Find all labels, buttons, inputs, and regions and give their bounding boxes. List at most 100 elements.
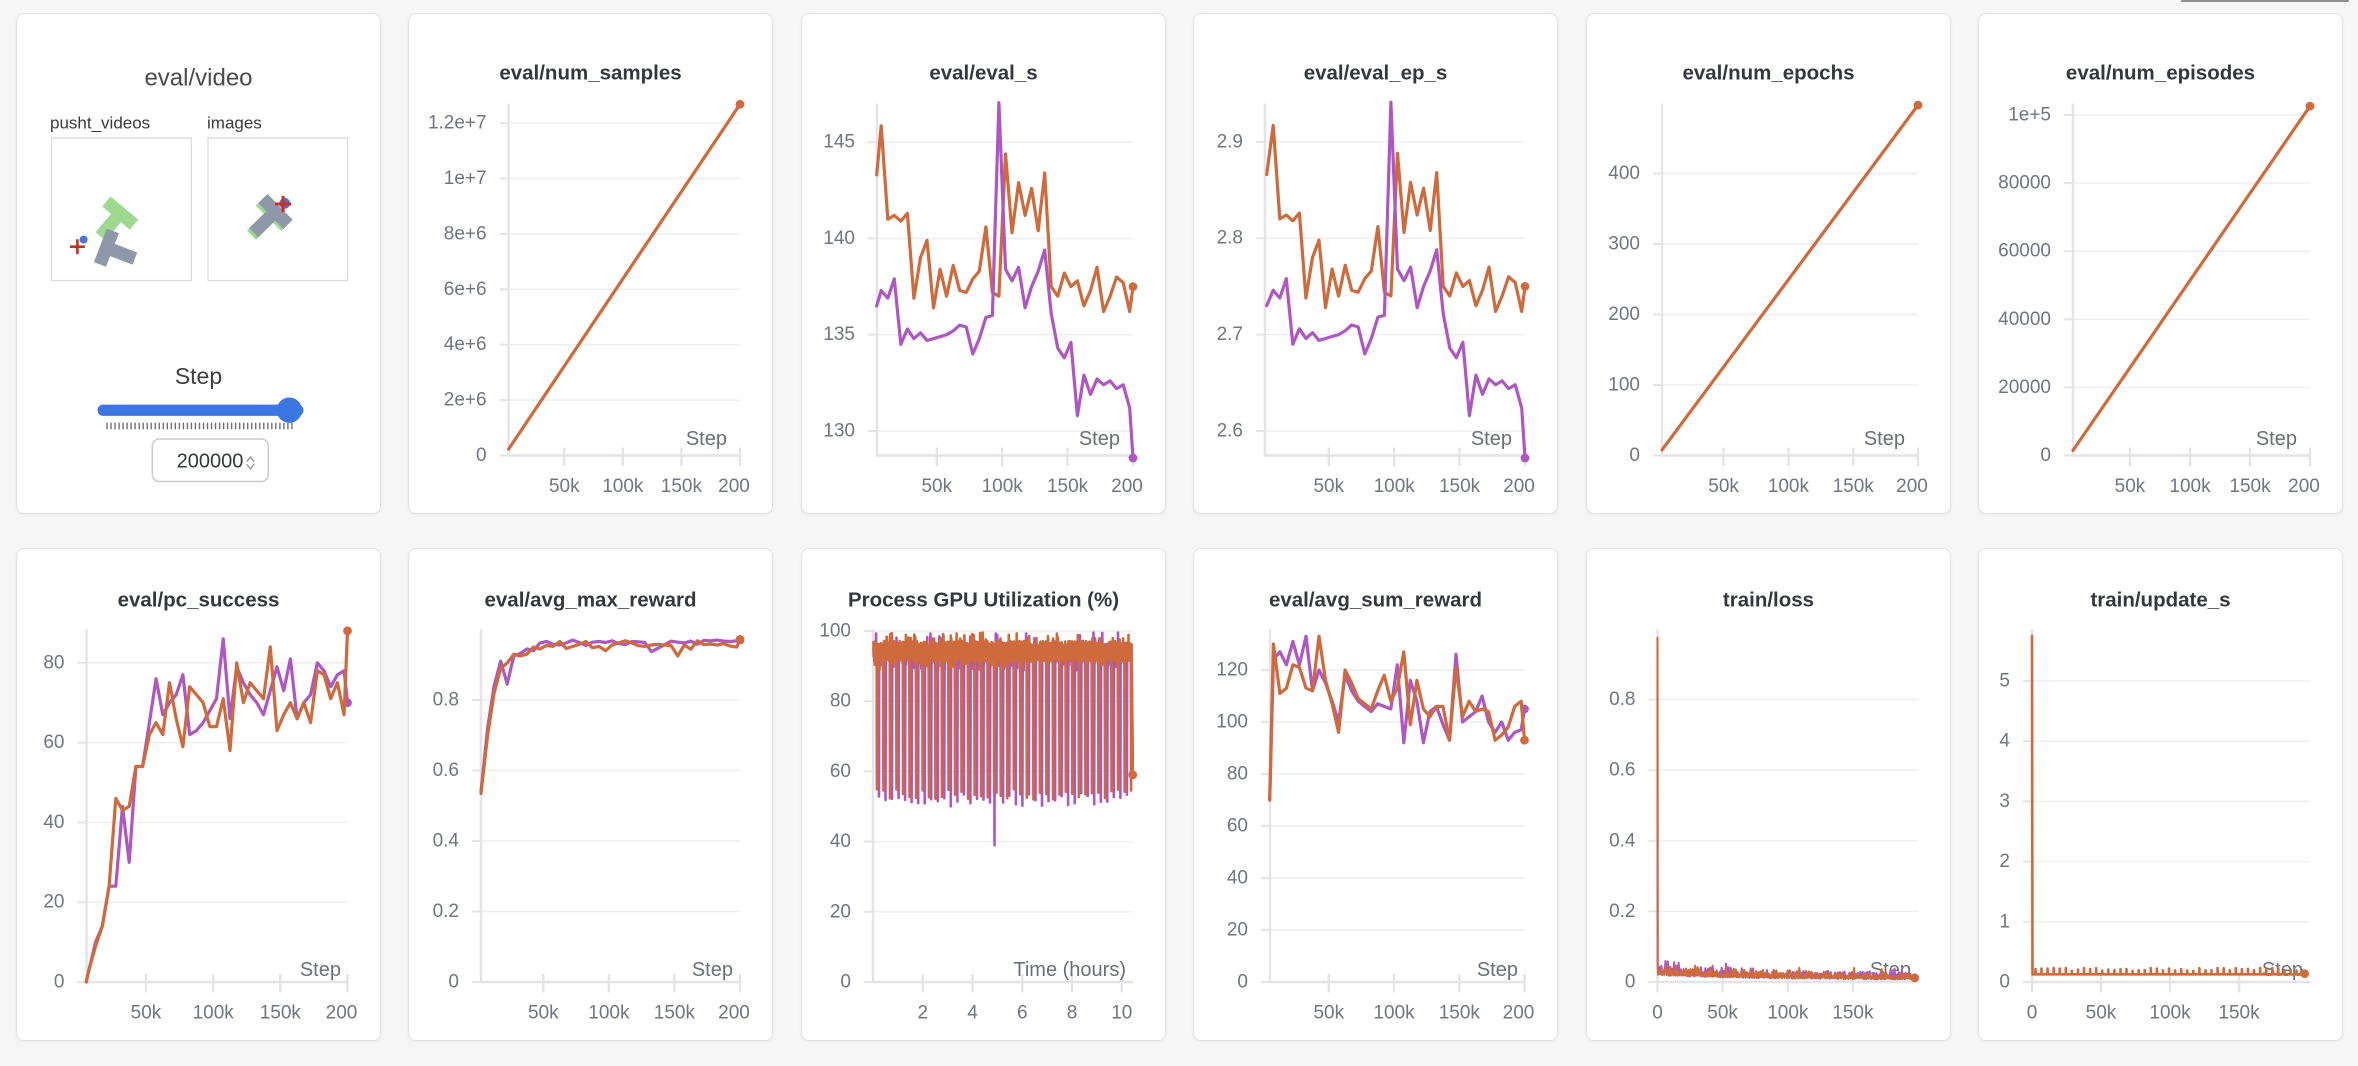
svg-text:0: 0	[1629, 445, 1640, 466]
svg-text:Step: Step	[2256, 428, 2297, 450]
svg-text:Step: Step	[1471, 428, 1512, 450]
svg-text:200: 200	[326, 1003, 358, 1024]
svg-text:0.8: 0.8	[433, 690, 459, 711]
svg-text:2: 2	[1999, 851, 2010, 872]
svg-text:3: 3	[1999, 791, 2010, 812]
svg-text:50k: 50k	[921, 476, 952, 497]
svg-text:0.2: 0.2	[433, 901, 459, 922]
svg-text:eval/num_epochs: eval/num_epochs	[1682, 62, 1854, 85]
svg-text:20: 20	[1227, 920, 1248, 941]
svg-text:0: 0	[448, 972, 459, 993]
svg-text:100k: 100k	[1373, 1003, 1415, 1024]
svg-text:1: 1	[1999, 911, 2010, 932]
svg-text:6e+6: 6e+6	[444, 279, 487, 300]
svg-text:40000: 40000	[1998, 309, 2051, 330]
svg-text:Step: Step	[692, 959, 733, 981]
svg-text:1e+7: 1e+7	[444, 168, 487, 189]
svg-text:100k: 100k	[2149, 1003, 2191, 1024]
svg-text:eval/avg_max_reward: eval/avg_max_reward	[485, 589, 697, 612]
svg-text:pusht_videos: pusht_videos	[50, 114, 150, 133]
svg-text:20: 20	[830, 901, 851, 922]
svg-text:200: 200	[1896, 476, 1928, 497]
svg-text:0: 0	[476, 445, 487, 466]
svg-text:0: 0	[2040, 445, 2051, 466]
svg-text:20000: 20000	[1998, 377, 2051, 398]
svg-text:4: 4	[967, 1003, 978, 1024]
svg-text:10: 10	[1111, 1003, 1132, 1024]
svg-text:50k: 50k	[1313, 1003, 1344, 1024]
svg-text:60: 60	[1227, 816, 1248, 837]
svg-text:150k: 150k	[1833, 476, 1875, 497]
svg-text:eval/avg_sum_reward: eval/avg_sum_reward	[1269, 589, 1482, 612]
svg-text:eval/num_episodes: eval/num_episodes	[2066, 62, 2255, 85]
svg-text:0.8: 0.8	[1609, 689, 1635, 710]
svg-text:2: 2	[918, 1003, 929, 1024]
svg-text:100k: 100k	[193, 1003, 235, 1024]
svg-text:150k: 150k	[1439, 1003, 1481, 1024]
svg-text:4: 4	[1999, 731, 2010, 752]
svg-text:0: 0	[54, 972, 65, 993]
svg-text:80: 80	[830, 691, 851, 712]
svg-text:0.4: 0.4	[433, 831, 460, 852]
svg-text:300: 300	[1608, 234, 1640, 255]
svg-text:1e+5: 1e+5	[2008, 105, 2051, 126]
svg-text:50k: 50k	[131, 1003, 162, 1024]
svg-text:50k: 50k	[1708, 476, 1739, 497]
svg-text:100k: 100k	[1768, 476, 1810, 497]
svg-text:0: 0	[2027, 1003, 2038, 1024]
svg-text:1.2e+7: 1.2e+7	[428, 113, 487, 134]
svg-text:Step: Step	[1079, 428, 1120, 450]
svg-text:40: 40	[43, 812, 64, 833]
svg-text:Process GPU Utilization (%): Process GPU Utilization (%)	[848, 589, 1119, 612]
svg-text:200: 200	[718, 476, 750, 497]
svg-text:200: 200	[1111, 476, 1143, 497]
svg-text:6: 6	[1017, 1003, 1028, 1024]
svg-text:135: 135	[823, 324, 855, 345]
svg-text:50k: 50k	[1313, 476, 1344, 497]
svg-text:0: 0	[1652, 1003, 1663, 1024]
svg-text:Step: Step	[1864, 428, 1905, 450]
svg-text:200: 200	[1503, 476, 1535, 497]
svg-text:120: 120	[1216, 660, 1248, 681]
svg-text:40: 40	[1227, 868, 1248, 889]
svg-text:200: 200	[1503, 1003, 1535, 1024]
svg-text:2.9: 2.9	[1217, 131, 1243, 152]
svg-text:60: 60	[830, 761, 851, 782]
svg-text:150k: 150k	[260, 1003, 302, 1024]
svg-text:100: 100	[819, 621, 851, 642]
svg-text:eval/num_samples: eval/num_samples	[499, 62, 681, 85]
svg-text:150k: 150k	[654, 1003, 696, 1024]
svg-text:140: 140	[823, 228, 855, 249]
svg-text:150k: 150k	[1047, 476, 1089, 497]
svg-text:40: 40	[830, 831, 851, 852]
svg-text:2e+6: 2e+6	[444, 390, 487, 411]
svg-text:eval/eval_ep_s: eval/eval_ep_s	[1304, 62, 1448, 85]
svg-text:100k: 100k	[602, 476, 644, 497]
svg-text:0: 0	[1625, 972, 1636, 993]
svg-text:130: 130	[823, 421, 855, 442]
svg-text:0: 0	[1237, 972, 1248, 993]
svg-text:80: 80	[1227, 764, 1248, 785]
svg-text:5: 5	[1999, 671, 2010, 692]
svg-text:100k: 100k	[2169, 476, 2211, 497]
svg-text:100k: 100k	[982, 476, 1024, 497]
svg-text:150k: 150k	[1832, 1003, 1874, 1024]
svg-text:150k: 150k	[2229, 476, 2271, 497]
svg-text:80: 80	[43, 652, 64, 673]
svg-text:8: 8	[1067, 1003, 1078, 1024]
svg-text:100: 100	[1608, 375, 1640, 396]
svg-text:train/loss: train/loss	[1723, 589, 1814, 612]
svg-text:50k: 50k	[2086, 1003, 2117, 1024]
svg-text:400: 400	[1608, 163, 1640, 184]
svg-text:200: 200	[2288, 476, 2320, 497]
svg-text:train/update_s: train/update_s	[2090, 589, 2230, 612]
svg-text:eval/pc_success: eval/pc_success	[118, 589, 280, 612]
svg-text:80000: 80000	[1998, 173, 2051, 194]
svg-text:100: 100	[1216, 712, 1248, 733]
svg-text:eval/video: eval/video	[144, 65, 252, 92]
svg-text:images: images	[207, 114, 262, 133]
svg-text:60000: 60000	[1998, 241, 2051, 262]
svg-text:2.7: 2.7	[1217, 324, 1243, 345]
svg-text:4e+6: 4e+6	[444, 334, 487, 355]
svg-text:20: 20	[43, 892, 64, 913]
